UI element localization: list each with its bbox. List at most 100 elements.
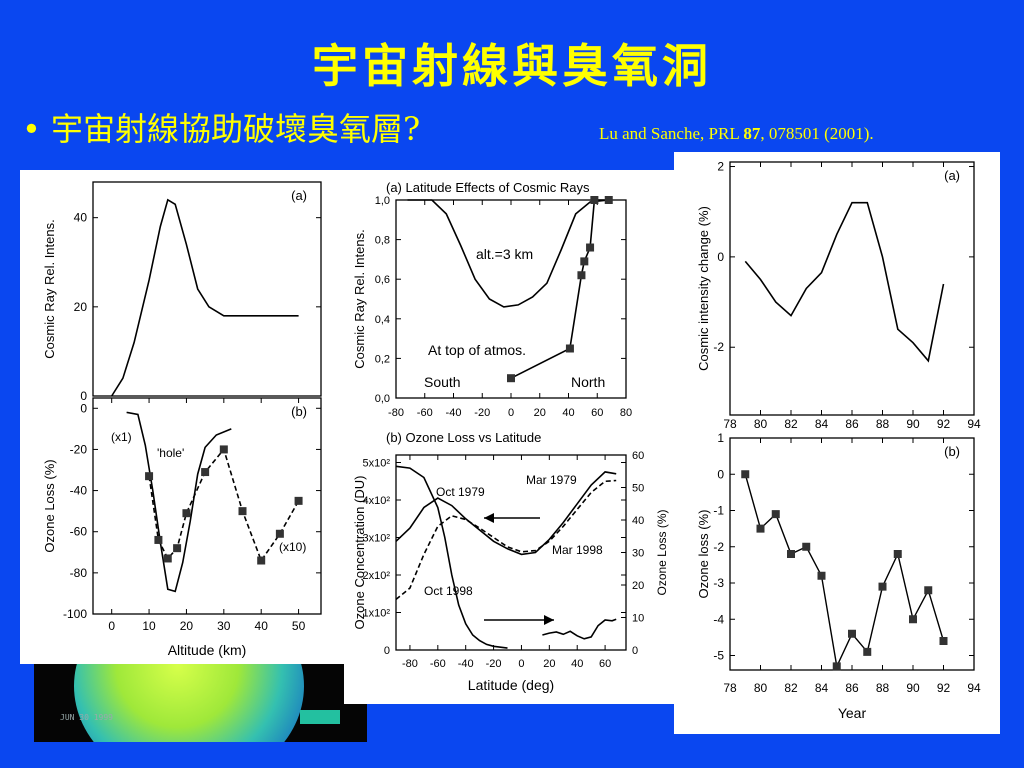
x-tick-label: 20 [534,407,546,419]
data-point [182,509,191,518]
y-tick-label: -2 [713,340,724,354]
chart-latitude-b: 0 1x10² 2x10² 3x10² 4x10² 5x10² -80 -60 -40 -20 0 2… [352,430,669,693]
x-tick-label: -20 [486,658,502,670]
y2-axis-label: Ozone Loss (%) [655,509,669,595]
data-point [878,582,887,591]
x-tick-label: 84 [815,681,829,695]
arrow-right-head [544,615,554,625]
y-tick-label: 4x10² [362,495,390,507]
x-tick-label: 86 [845,417,859,431]
data-point [154,535,163,544]
arrow-left-head [484,513,494,523]
y-tick-label: -1 [713,504,724,518]
x-tick-label: 60 [599,658,611,670]
x-tick-label: 80 [754,417,768,431]
y-tick-label: 2x10² [362,570,390,582]
data-point [802,542,811,551]
y-axis-label: Cosmic Ray Rel. Intens. [42,219,57,358]
y-axis-label: Ozone loss (%) [696,510,711,599]
earth-globe-image [74,656,304,742]
x-tick-label: 30 [217,619,231,633]
y-tick-label: 2 [717,160,724,174]
ozone-hole-photo: JUN 30 1999 [34,656,367,742]
series-line-0 [395,471,617,556]
x-tick-label: 88 [876,681,890,695]
data-point [145,472,154,481]
y-tick-label: -2 [713,540,724,554]
y-tick-label: -80 [70,566,88,580]
annotation: Oct 1979 [436,485,485,499]
y-tick-label: -100 [63,607,87,621]
x-tick-label: 20 [180,619,194,633]
x-tick-label: -80 [388,407,404,419]
altitude-figure: 0 20 40 Cosmic Ray Rel. Intens. (a) 0 -20 -40 -… [42,181,322,658]
x-tick-label: 10 [142,619,156,633]
annotation: North [571,374,605,390]
chart-year-b: 1 0 -1 -2 -3 -4 -5 78 80 82 84 86 88 90 92 94 Ozone loss… [696,431,981,721]
y-tick-label: 0,4 [375,314,390,326]
y-tick-label: 0 [80,401,87,415]
x-tick-label: -60 [430,658,446,670]
annotation: Mar 1979 [526,473,577,487]
y-tick-label: 1,0 [375,195,390,207]
data-point [257,556,266,565]
y-tick-label: -5 [713,649,724,663]
y-tick-label: 0,2 [375,353,390,365]
data-point [580,257,589,266]
citation-pages: , 078501 (2001). [760,124,874,143]
data-point [238,507,247,516]
data-point [173,544,182,553]
annotation: alt.=3 km [476,246,533,262]
series-line-0 [126,411,232,593]
panel-label: (a) [291,188,307,203]
panel-altitude: 0 20 40 Cosmic Ray Rel. Intens. (a) 0 -20 -40 -… [20,170,356,664]
annotation: 'hole' [157,446,184,460]
x-tick-label: 20 [543,658,555,670]
x-tick-label: 86 [845,681,859,695]
chart-title: (b) Ozone Loss vs Latitude [386,430,541,445]
y2-tick-label: 30 [632,548,644,560]
series-line-0 [744,201,945,363]
data-point [756,524,765,533]
chart-title: (a) Latitude Effects of Cosmic Rays [386,180,590,195]
y-tick-label: 0,8 [375,235,390,247]
year-figure: 2 0 -2 78 80 82 84 86 88 90 92 94 Cosmic intensity c… [696,160,981,721]
y-tick-label: 0 [717,250,724,264]
y-tick-label: 1 [717,431,724,445]
x-tick-label: -20 [474,407,490,419]
data-point [924,586,933,595]
x-tick-label: 78 [723,417,737,431]
x-tick-label: 50 [292,619,306,633]
y-tick-label: 20 [74,300,88,314]
y-tick-label: 0 [384,645,390,657]
x-axis-label: Latitude (deg) [468,677,554,693]
series-line-1 [395,479,617,601]
y2-tick-label: 0 [632,645,638,657]
series-line-2 [395,465,508,649]
y2-tick-label: 10 [632,613,644,625]
x-tick-label: 82 [784,417,798,431]
panel-label: (a) [944,168,960,183]
y-tick-label: 5x10² [362,458,390,470]
y-axis-label: Cosmic intensity change (%) [696,206,711,371]
data-point [909,615,917,624]
data-point [586,243,595,252]
x-tick-label: 84 [815,417,829,431]
data-point [577,271,586,280]
x-tick-label: -80 [402,658,418,670]
panel-label: (b) [944,444,960,459]
data-point [893,550,902,558]
photo-tag [300,710,340,724]
y-axis-label: Ozone Concentration (DU) [352,476,367,630]
y-axis-label: Ozone Loss (%) [42,459,57,552]
annotation: (x10) [279,540,306,554]
data-point [219,445,228,454]
photo-date-label: JUN 30 1999 [60,713,113,722]
y-tick-label: -4 [713,612,724,626]
x-tick-label: -40 [446,407,462,419]
x-tick-label: 90 [906,417,920,431]
latitude-figure: 0,0 0,2 0,4 0,6 0,8 1,0 -80 -60 -40 -20 0 20 40 60 80 C… [352,180,669,693]
panel-label: (b) [291,404,307,419]
x-axis-label: Year [838,705,867,721]
y-tick-label: 0,6 [375,274,390,286]
